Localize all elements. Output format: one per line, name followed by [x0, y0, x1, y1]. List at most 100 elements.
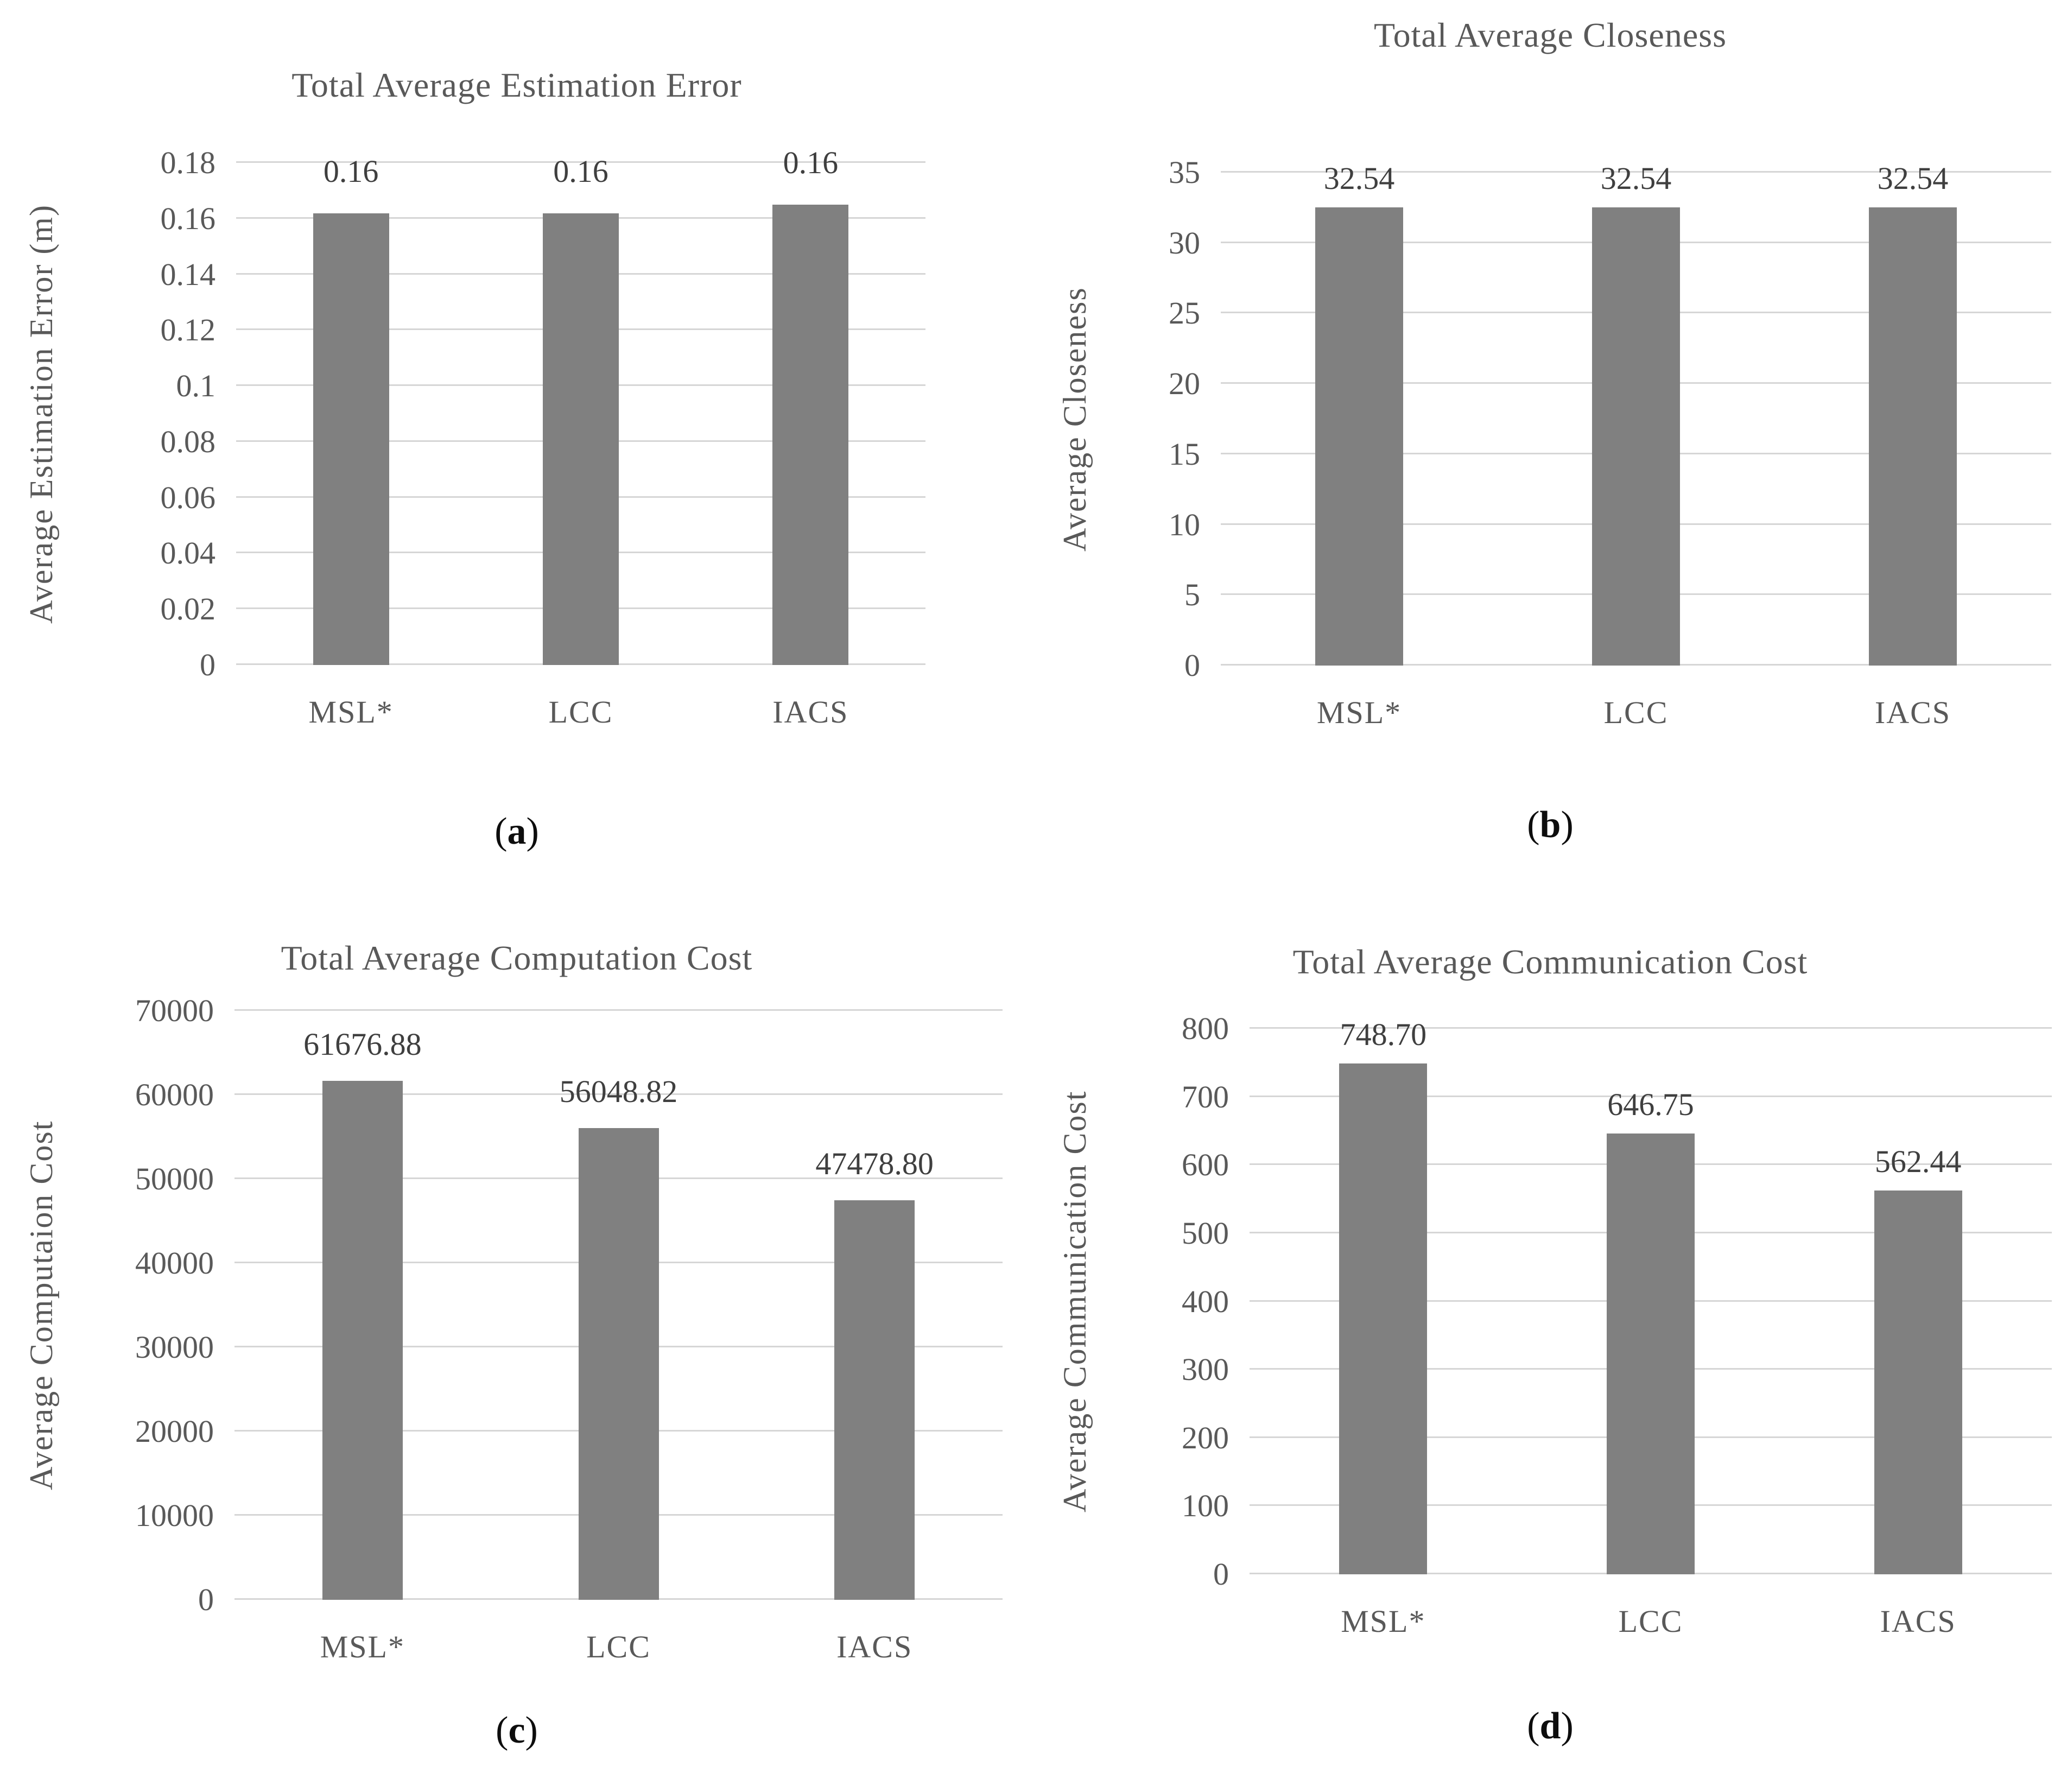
chart-title: Total Average Estimation Error [291, 66, 742, 104]
bar-msl [322, 1081, 403, 1600]
plot-area: 0 0.02 0.04 0.06 0.08 0.1 0.12 0.14 0.16 0.18 0.16… [161, 147, 925, 728]
y-tick-label: 5 [1184, 577, 1200, 613]
category-label-msl: MSL* [308, 694, 394, 730]
data-label-msl: 0.16 [323, 153, 379, 189]
bar-iacs [834, 1200, 915, 1600]
y-tick-label: 0 [1213, 1556, 1229, 1592]
y-tick-label: 200 [1182, 1420, 1229, 1455]
data-label-iacs: 47478.80 [815, 1146, 934, 1182]
category-label-iacs: IACS [1874, 695, 1951, 730]
chart-panel-d: Total Average Communication Cost Average… [1034, 896, 2067, 1792]
bar-lcc [543, 213, 619, 665]
gridline [1221, 171, 2051, 173]
y-tick-label: 25 [1169, 295, 1200, 331]
caption-letter: a [507, 810, 527, 852]
gridline [1250, 1027, 2052, 1029]
chart-title: Total Average Computation Cost [281, 939, 753, 977]
y-tick-label: 0.1 [176, 368, 216, 404]
y-tick-label: 500 [1182, 1215, 1229, 1251]
plot-area: 0 10000 20000 30000 40000 50000 60000 70000 6167… [135, 995, 1003, 1663]
y-tick-label: 10000 [135, 1498, 214, 1533]
data-label-iacs: 562.44 [1874, 1144, 1962, 1180]
chart-panel-b: Total Average Closeness Average Closenes… [1034, 0, 2067, 896]
plot-area: 0 5 10 15 20 25 30 35 32.54 MSL* 32.54 LCC 32.54 IACS [1169, 157, 2051, 729]
y-tick-label: 70000 [135, 993, 214, 1028]
category-label-lcc: LCC [548, 694, 613, 730]
y-tick-label: 60000 [135, 1077, 214, 1112]
y-axis-label: Average Estimation Error (m) [23, 204, 59, 624]
category-label-lcc: LCC [586, 1629, 651, 1664]
chart-panel-a: Total Average Estimation Error Average E… [0, 0, 1034, 896]
chart-title: Total Average Communication Cost [1292, 942, 1808, 981]
bar-lcc [578, 1128, 659, 1600]
y-axis-label: Average Communication Cost [1057, 1090, 1093, 1513]
y-tick-label: 0.16 [160, 200, 216, 236]
y-tick-label: 10 [1169, 506, 1200, 542]
y-tick-label: 0.02 [160, 591, 216, 627]
caption-letter: c [508, 1709, 525, 1751]
gridline [1250, 1095, 2052, 1097]
y-tick-label: 0.18 [160, 145, 216, 180]
y-tick-label: 40000 [135, 1245, 214, 1281]
data-label-lcc: 56048.82 [559, 1074, 678, 1110]
y-axis-label: Average Closeness [1057, 287, 1093, 552]
category-label-iacs: IACS [836, 1629, 913, 1664]
y-tick-label: 600 [1182, 1147, 1229, 1183]
data-label-lcc: 646.75 [1607, 1086, 1694, 1122]
data-label-msl: 61676.88 [303, 1027, 422, 1062]
y-tick-label: 30 [1169, 225, 1200, 261]
category-label-iacs: IACS [772, 694, 849, 730]
bar-iacs [1874, 1191, 1962, 1574]
y-tick-label: 700 [1182, 1079, 1229, 1115]
bar-lcc [1607, 1133, 1695, 1574]
y-tick-label: 50000 [135, 1161, 214, 1196]
y-tick-label: 0.12 [160, 312, 216, 348]
y-tick-label: 400 [1182, 1283, 1229, 1319]
data-label-msl: 32.54 [1323, 160, 1395, 196]
y-tick-label: 0 [200, 647, 215, 682]
y-tick-label: 0 [1184, 648, 1200, 683]
category-label-msl: MSL* [1316, 695, 1402, 730]
category-label-msl: MSL* [1341, 1604, 1426, 1639]
caption: (a) [494, 810, 539, 852]
y-tick-label: 800 [1182, 1011, 1229, 1046]
data-label-lcc: 32.54 [1600, 160, 1672, 196]
chart-title: Total Average Closeness [1373, 16, 1727, 54]
bar-iacs [772, 205, 849, 665]
data-label-lcc: 0.16 [553, 153, 608, 189]
y-tick-label: 300 [1182, 1352, 1229, 1388]
bar-iacs [1869, 207, 1957, 666]
caption: (d) [1527, 1705, 1574, 1747]
y-tick-label: 30000 [135, 1329, 214, 1365]
y-axis-label: Average Computaion Cost [23, 1120, 59, 1491]
gridline [234, 1009, 1003, 1011]
category-label-msl: MSL* [320, 1629, 405, 1664]
bar-msl [313, 213, 389, 665]
y-tick-label: 0 [198, 1582, 214, 1617]
y-tick-label: 0.04 [160, 535, 216, 571]
y-tick-label: 0.14 [160, 256, 216, 292]
gridline [234, 1093, 1003, 1095]
bar-msl [1339, 1063, 1428, 1574]
y-tick-label: 20000 [135, 1414, 214, 1449]
category-label-lcc: LCC [1618, 1604, 1683, 1639]
chart-panel-c: Total Average Computation Cost Average C… [0, 896, 1034, 1792]
y-tick-label: 15 [1169, 436, 1200, 472]
plot-area: 0 100 200 300 400 500 600 700 800 748.70 MSL* 646.7… [1182, 1013, 2052, 1637]
caption: (b) [1527, 804, 1574, 846]
data-label-iacs: 32.54 [1877, 160, 1949, 196]
y-tick-label: 0.08 [160, 423, 216, 459]
bar-lcc [1592, 207, 1680, 666]
y-tick-label: 0.06 [160, 479, 216, 515]
caption: (c) [496, 1709, 538, 1751]
caption-letter: d [1539, 1705, 1561, 1747]
category-label-lcc: LCC [1603, 695, 1669, 730]
data-label-iacs: 0.16 [783, 145, 839, 181]
data-label-msl: 748.70 [1340, 1017, 1427, 1053]
y-tick-label: 20 [1169, 366, 1200, 402]
caption-letter: b [1539, 804, 1561, 846]
bar-msl [1315, 207, 1403, 666]
y-tick-label: 100 [1182, 1488, 1229, 1524]
y-tick-label: 35 [1169, 155, 1200, 190]
